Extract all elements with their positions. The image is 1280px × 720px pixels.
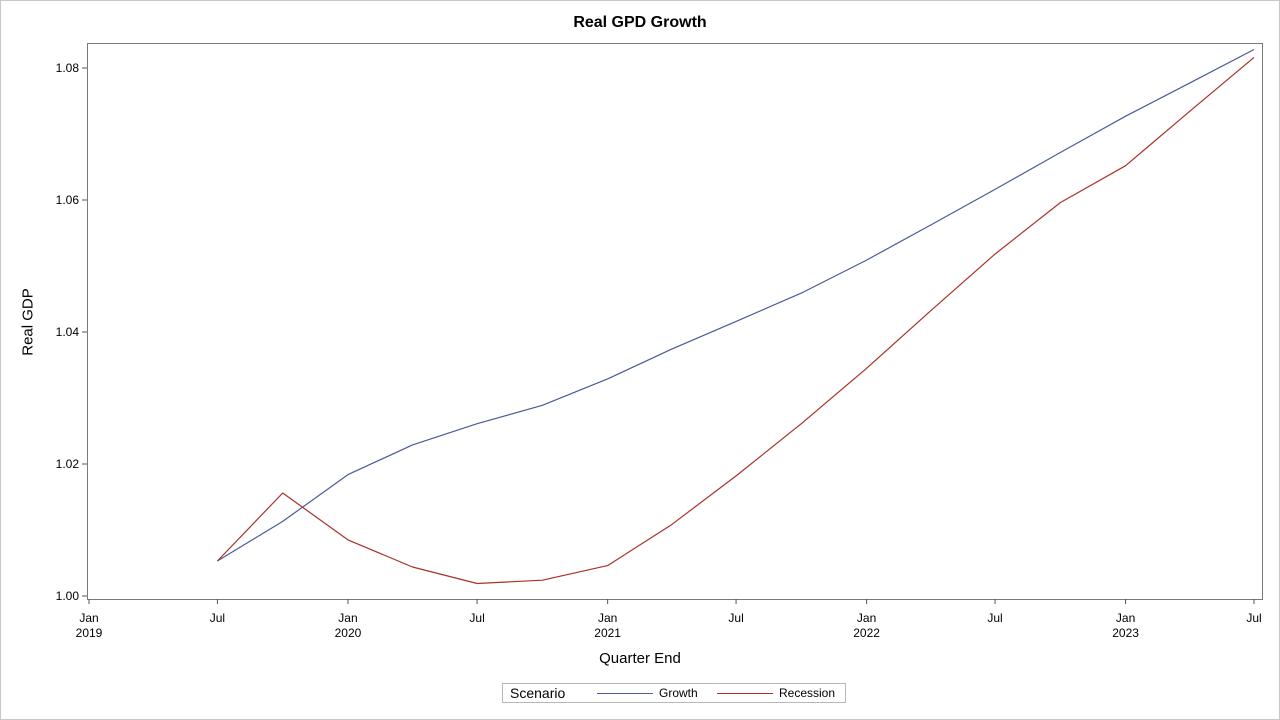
legend-label-recession: Recession xyxy=(779,686,836,700)
series-line-recession xyxy=(216,56,1255,585)
chart-title: Real GPD Growth xyxy=(573,14,707,31)
legend: Scenario Growth Recession xyxy=(502,683,846,703)
legend-swatch-growth xyxy=(597,693,653,694)
x-tick-label: Jul xyxy=(210,611,225,625)
y-tick-label: 1.04 xyxy=(56,325,80,339)
y-tick-label: 1.08 xyxy=(56,61,80,75)
x-tick-label: Jan xyxy=(338,611,357,625)
x-tick-label: Jan xyxy=(598,611,617,625)
x-tick-year-label: 2020 xyxy=(335,626,362,640)
y-tick-label: 1.02 xyxy=(56,457,80,471)
y-tick-label: 1.06 xyxy=(56,193,80,207)
legend-title: Scenario xyxy=(510,685,566,701)
legend-label-growth: Growth xyxy=(659,686,698,700)
x-tick-label: Jan xyxy=(857,611,876,625)
x-tick-label: Jul xyxy=(987,611,1002,625)
x-tick-year-label: 2021 xyxy=(594,626,621,640)
x-tick-year-label: 2022 xyxy=(853,626,880,640)
x-tick-label: Jan xyxy=(79,611,98,625)
y-tick-label: 1.00 xyxy=(56,589,80,603)
x-axis-label: Quarter End xyxy=(599,650,681,667)
plot-border xyxy=(87,43,1263,600)
legend-swatch-recession xyxy=(717,693,773,694)
x-tick-label: Jan xyxy=(1116,611,1135,625)
x-tick-year-label: 2023 xyxy=(1112,626,1139,640)
y-axis: 1.00 1.02 1.04 1.06 1.08 xyxy=(56,61,87,603)
x-tick-label: Jul xyxy=(728,611,743,625)
x-tick-label: Jul xyxy=(1246,611,1261,625)
x-tick-year-label: 2019 xyxy=(76,626,103,640)
series-line-growth xyxy=(217,48,1255,562)
series-layer xyxy=(216,48,1255,585)
x-tick-label: Jul xyxy=(469,611,484,625)
